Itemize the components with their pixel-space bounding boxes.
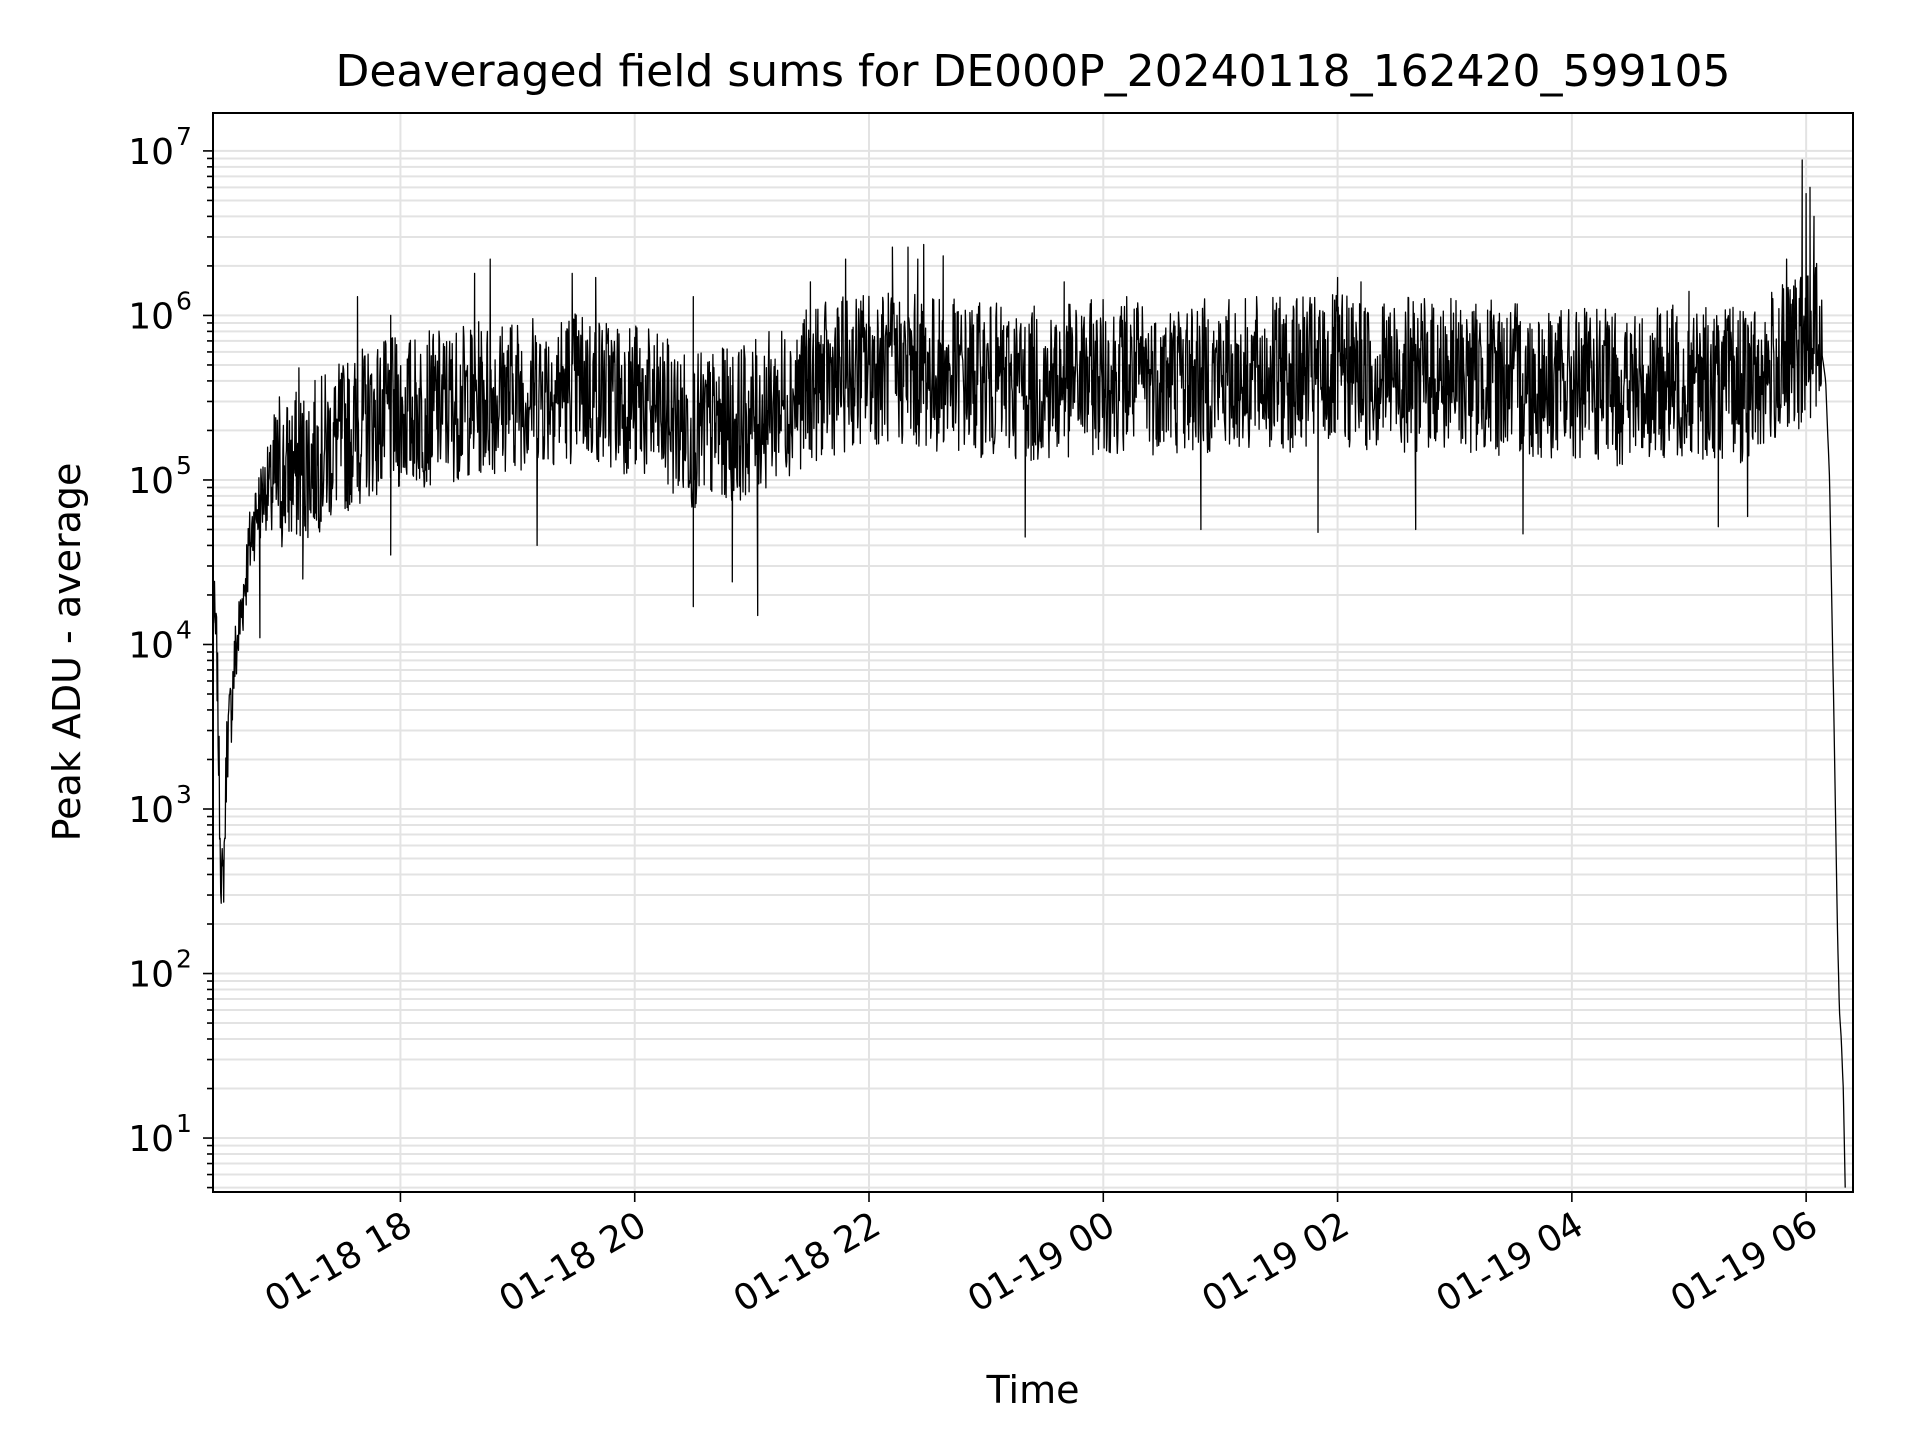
y-tick-label: 10 1	[128, 1109, 192, 1160]
y-tick-exponent: 4	[176, 615, 192, 644]
y-tick-base: 10	[128, 955, 174, 996]
y-tick-base: 10	[128, 132, 174, 173]
series-line	[212, 159, 1846, 1188]
y-tick-label: 10 2	[128, 945, 192, 996]
y-axis-label: Peak ADU - average	[45, 463, 89, 842]
y-tick-base: 10	[128, 625, 174, 666]
y-tick-exponent: 2	[176, 945, 192, 974]
y-tick-base: 10	[128, 461, 174, 502]
y-tick-exponent: 5	[176, 451, 192, 480]
y-tick-base: 10	[128, 1119, 174, 1160]
chart-title: Deaveraged field sums for DE000P_2024011…	[335, 46, 1730, 97]
y-tick-base: 10	[128, 296, 174, 337]
y-tick-exponent: 6	[176, 286, 192, 315]
y-tick-exponent: 3	[176, 780, 192, 809]
y-tick-label: 10 6	[128, 286, 192, 337]
y-tick-label: 10 5	[128, 451, 192, 502]
y-tick-exponent: 1	[176, 1109, 192, 1138]
y-tick-base: 10	[128, 790, 174, 831]
y-tick-exponent: 7	[176, 122, 192, 151]
x-axis-label: Time	[986, 1368, 1080, 1412]
y-tick-label: 10 4	[128, 615, 192, 666]
y-tick-label: 10 7	[128, 122, 192, 173]
y-tick-label: 10 3	[128, 780, 192, 831]
series-path	[212, 159, 1846, 1188]
